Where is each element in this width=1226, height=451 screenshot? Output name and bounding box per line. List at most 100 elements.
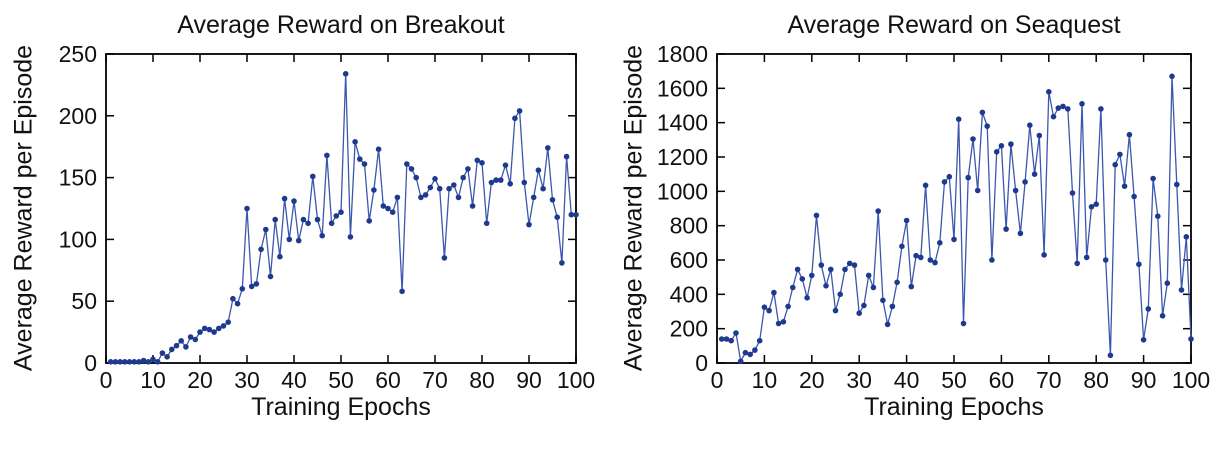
seaquest-plot-series-line (721, 75, 1192, 362)
data-point-marker (733, 330, 739, 336)
data-point-marker (145, 359, 152, 365)
x-tick-label: 10 (752, 367, 778, 393)
data-point-marker (366, 218, 373, 224)
data-point-marker (742, 349, 749, 356)
data-point-marker (404, 161, 410, 167)
seaquest-y-axis-label: Average Reward per Episode (619, 44, 648, 372)
data-point-marker (780, 319, 787, 325)
data-point-marker (818, 262, 825, 268)
data-point-marker (126, 359, 133, 365)
data-point-marker (894, 279, 900, 286)
breakout-plot-series-line (110, 73, 577, 363)
data-point-marker (1012, 187, 1019, 194)
data-point-marker (1041, 252, 1047, 258)
data-point-marker (183, 344, 189, 350)
data-point-marker (832, 307, 839, 314)
seaquest-chart-title: Average Reward on Seaquest (787, 11, 1121, 39)
data-point-marker (1088, 204, 1095, 210)
data-point-marker (131, 359, 137, 365)
data-point-marker (281, 195, 288, 202)
data-point-marker (512, 115, 518, 122)
y-tick-label: 1600 (657, 75, 708, 101)
x-tick-label: 90 (516, 367, 542, 393)
data-point-marker (140, 357, 147, 364)
data-point-marker (908, 283, 915, 290)
x-tick-label: 100 (1172, 367, 1210, 393)
data-point-marker (922, 182, 929, 189)
data-point-marker (998, 143, 1005, 149)
data-point-marker (573, 211, 579, 218)
data-point-marker (1102, 257, 1109, 263)
data-point-marker (960, 320, 967, 327)
data-point-marker (913, 252, 919, 259)
data-point-marker (775, 320, 782, 327)
data-point-marker (809, 272, 815, 279)
data-point-marker (150, 356, 156, 363)
data-point-marker (357, 156, 363, 162)
y-tick-label: 1200 (657, 144, 708, 170)
data-point-marker (164, 354, 170, 360)
data-point-marker (272, 216, 279, 223)
y-tick-label: 200 (59, 103, 97, 129)
data-point-marker (446, 185, 452, 192)
data-point-marker (263, 226, 269, 233)
data-point-marker (1031, 171, 1038, 177)
data-point-marker (206, 326, 213, 333)
data-point-marker (385, 205, 391, 212)
data-point-marker (1126, 131, 1133, 138)
data-point-marker (1046, 89, 1052, 95)
data-point-marker (493, 177, 499, 183)
data-point-marker (1008, 141, 1014, 147)
data-point-marker (122, 359, 128, 365)
data-point-marker (785, 303, 791, 310)
data-point-marker (469, 203, 476, 209)
data-point-marker (460, 174, 467, 181)
data-point-marker (159, 350, 166, 356)
data-point-marker (870, 284, 877, 291)
x-tick-label: 90 (1131, 367, 1157, 393)
data-point-marker (154, 359, 161, 365)
data-point-marker (1121, 183, 1128, 189)
seaquest-x-axis-label: Training Epochs (864, 393, 1044, 421)
data-point-marker (766, 307, 772, 314)
data-point-marker (559, 260, 565, 266)
data-point-marker (1065, 106, 1071, 112)
data-point-marker (728, 337, 734, 344)
y-tick-label: 400 (670, 281, 708, 307)
data-point-marker (861, 302, 867, 309)
y-tick-label: 0 (695, 350, 708, 376)
y-tick-label: 1800 (657, 41, 708, 67)
data-point-marker (563, 153, 570, 160)
x-tick-label: 50 (941, 367, 967, 393)
data-point-marker (314, 216, 321, 223)
data-point-marker (880, 297, 886, 304)
data-point-marker (291, 198, 297, 204)
data-point-marker (737, 358, 744, 365)
y-tick-label: 1400 (657, 110, 708, 136)
data-point-marker (422, 192, 429, 198)
data-point-marker (979, 109, 986, 116)
data-point-marker (117, 359, 123, 365)
data-point-marker (1155, 213, 1161, 219)
data-point-marker (747, 351, 753, 358)
breakout-y-axis-label: Average Reward per Episode (9, 44, 38, 372)
x-tick-label: 10 (140, 367, 166, 393)
data-point-marker (884, 321, 891, 328)
y-tick-label: 200 (670, 316, 708, 342)
x-tick-label: 70 (1036, 367, 1062, 393)
data-point-marker (328, 220, 335, 227)
data-point-marker (300, 216, 307, 223)
data-point-marker (248, 283, 255, 290)
x-tick-label: 40 (894, 367, 920, 393)
data-point-marker (488, 179, 495, 186)
data-point-marker (371, 187, 377, 193)
data-point-marker (201, 325, 208, 332)
x-tick-label: 0 (711, 367, 724, 393)
y-tick-label: 50 (71, 288, 97, 314)
data-point-marker (455, 194, 462, 201)
data-point-marker (432, 176, 438, 182)
y-tick-label: 1000 (657, 178, 708, 204)
breakout-plot-series-markers (107, 71, 579, 365)
data-point-marker (842, 266, 848, 273)
data-point-marker (197, 329, 203, 335)
